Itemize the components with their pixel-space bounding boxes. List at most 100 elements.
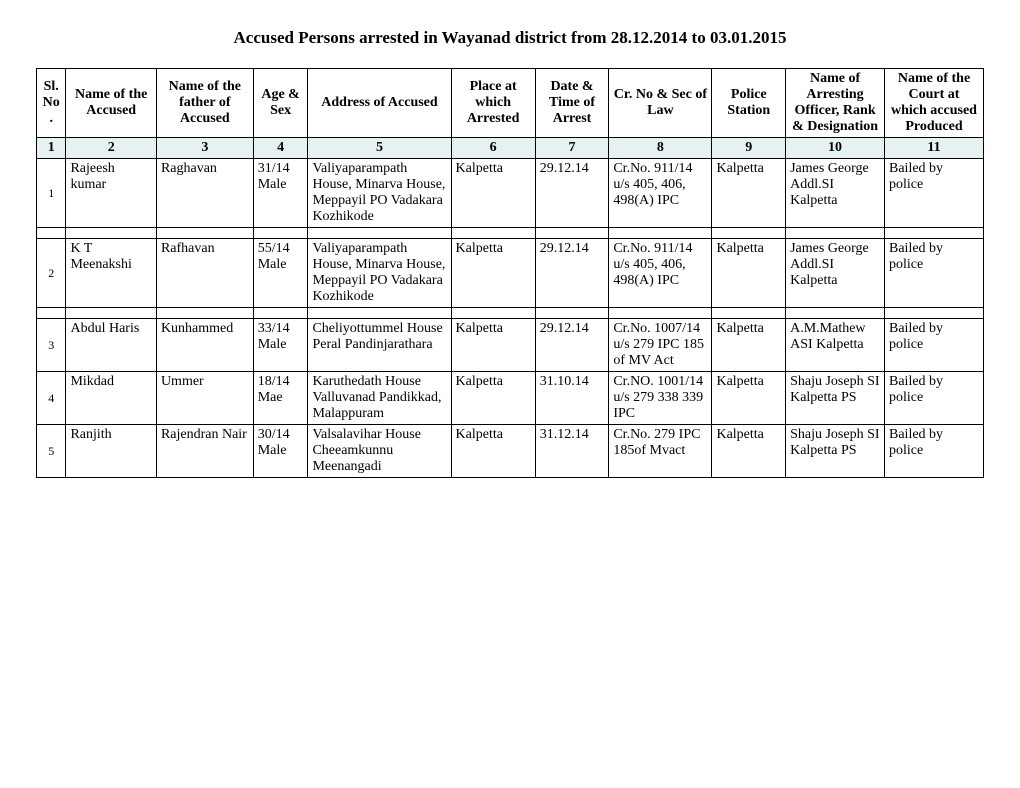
arrest-table: Sl. No. Name of the Accused Name of the … [36, 68, 984, 478]
cell-name: Mikdad [66, 372, 156, 425]
table-row: 3Abdul HarisKunhammed33/14 MaleCheliyott… [37, 319, 984, 372]
col-header-ps: Police Station [712, 69, 786, 138]
cell-name: Rajeesh kumar [66, 159, 156, 228]
table-body: 1Rajeesh kumarRaghavan31/14 MaleValiyapa… [37, 159, 984, 478]
spacer-cell [451, 308, 535, 319]
spacer-cell [253, 308, 308, 319]
cell-father: Rafhavan [156, 239, 253, 308]
colnum: 1 [37, 138, 66, 159]
colnum: 10 [786, 138, 885, 159]
colnum: 5 [308, 138, 451, 159]
spacer-cell [535, 308, 609, 319]
colnum: 9 [712, 138, 786, 159]
spacer-cell [253, 228, 308, 239]
cell-place: Kalpetta [451, 239, 535, 308]
col-header-father: Name of the father of Accused [156, 69, 253, 138]
spacer-cell [885, 228, 984, 239]
colnum: 11 [885, 138, 984, 159]
cell-ps: Kalpetta [712, 319, 786, 372]
sl: 5 [37, 425, 66, 478]
cell-age: 31/14 Male [253, 159, 308, 228]
cell-crno: Cr.NO. 1001/14 u/s 279 338 339 IPC [609, 372, 712, 425]
col-header-age: Age & Sex [253, 69, 308, 138]
spacer-cell [786, 308, 885, 319]
spacer-cell [786, 228, 885, 239]
spacer-cell [609, 308, 712, 319]
spacer-cell [308, 228, 451, 239]
spacer-cell [451, 228, 535, 239]
cell-address: Karuthedath House Valluvanad Pandikkad, … [308, 372, 451, 425]
col-header-name: Name of the Accused [66, 69, 156, 138]
cell-address: Valiyaparampath House, Minarva House, Me… [308, 159, 451, 228]
cell-court: Bailed by police [885, 159, 984, 228]
cell-father: Rajendran Nair [156, 425, 253, 478]
sl: 4 [37, 372, 66, 425]
spacer-row [37, 228, 984, 239]
cell-age: 30/14 Male [253, 425, 308, 478]
cell-date: 29.12.14 [535, 319, 609, 372]
cell-father: Raghavan [156, 159, 253, 228]
cell-date: 31.12.14 [535, 425, 609, 478]
spacer-cell [156, 228, 253, 239]
cell-age: 18/14 Mae [253, 372, 308, 425]
cell-place: Kalpetta [451, 159, 535, 228]
cell-ps: Kalpetta [712, 239, 786, 308]
spacer-cell [66, 228, 156, 239]
cell-court: Bailed by police [885, 372, 984, 425]
cell-officer: A.M.Mathew ASI Kalpetta [786, 319, 885, 372]
cell-ps: Kalpetta [712, 159, 786, 228]
cell-place: Kalpetta [451, 372, 535, 425]
spacer-cell [156, 308, 253, 319]
cell-officer: Shaju Joseph SI Kalpetta PS [786, 372, 885, 425]
colnum: 6 [451, 138, 535, 159]
cell-crno: Cr.No. 279 IPC 185of Mvact [609, 425, 712, 478]
cell-crno: Cr.No. 911/14 u/s 405, 406, 498(A) IPC [609, 239, 712, 308]
spacer-cell [609, 228, 712, 239]
col-header-crno: Cr. No & Sec of Law [609, 69, 712, 138]
cell-officer: Shaju Joseph SI Kalpetta PS [786, 425, 885, 478]
spacer-cell [308, 308, 451, 319]
cell-name: Abdul Haris [66, 319, 156, 372]
sl: 2 [37, 239, 66, 308]
spacer-row [37, 308, 984, 319]
cell-court: Bailed by police [885, 239, 984, 308]
spacer-cell [885, 308, 984, 319]
col-header-officer: Name of Arresting Officer, Rank & Design… [786, 69, 885, 138]
cell-age: 33/14 Male [253, 319, 308, 372]
spacer-cell [66, 308, 156, 319]
spacer-cell [712, 308, 786, 319]
spacer-cell [37, 308, 66, 319]
colnum: 4 [253, 138, 308, 159]
col-header-address: Address of Accused [308, 69, 451, 138]
cell-father: Ummer [156, 372, 253, 425]
cell-court: Bailed by police [885, 319, 984, 372]
cell-place: Kalpetta [451, 425, 535, 478]
table-row: 2K T MeenakshiRafhavan55/14 MaleValiyapa… [37, 239, 984, 308]
column-number-row: 1 2 3 4 5 6 7 8 9 10 11 [37, 138, 984, 159]
cell-date: 31.10.14 [535, 372, 609, 425]
cell-officer: James George Addl.SI Kalpetta [786, 159, 885, 228]
sl: 1 [37, 159, 66, 228]
col-header-date: Date & Time of Arrest [535, 69, 609, 138]
cell-crno: Cr.No. 911/14 u/s 405, 406, 498(A) IPC [609, 159, 712, 228]
cell-name: K T Meenakshi [66, 239, 156, 308]
cell-address: Valsalavihar House Cheeamkunnu Meenangad… [308, 425, 451, 478]
cell-officer: James George Addl.SI Kalpetta [786, 239, 885, 308]
cell-date: 29.12.14 [535, 239, 609, 308]
table-row: 4MikdadUmmer18/14 MaeKaruthedath House V… [37, 372, 984, 425]
colnum: 2 [66, 138, 156, 159]
sl: 3 [37, 319, 66, 372]
spacer-cell [37, 228, 66, 239]
table-row: 1Rajeesh kumarRaghavan31/14 MaleValiyapa… [37, 159, 984, 228]
cell-name: Ranjith [66, 425, 156, 478]
cell-ps: Kalpetta [712, 425, 786, 478]
cell-place: Kalpetta [451, 319, 535, 372]
cell-address: Cheliyottummel House Peral Pandinjaratha… [308, 319, 451, 372]
cell-father: Kunhammed [156, 319, 253, 372]
col-header-sl: Sl. No. [37, 69, 66, 138]
cell-crno: Cr.No. 1007/14 u/s 279 IPC 185 of MV Act [609, 319, 712, 372]
colnum: 8 [609, 138, 712, 159]
page-title: Accused Persons arrested in Wayanad dist… [36, 28, 984, 48]
spacer-cell [712, 228, 786, 239]
cell-date: 29.12.14 [535, 159, 609, 228]
